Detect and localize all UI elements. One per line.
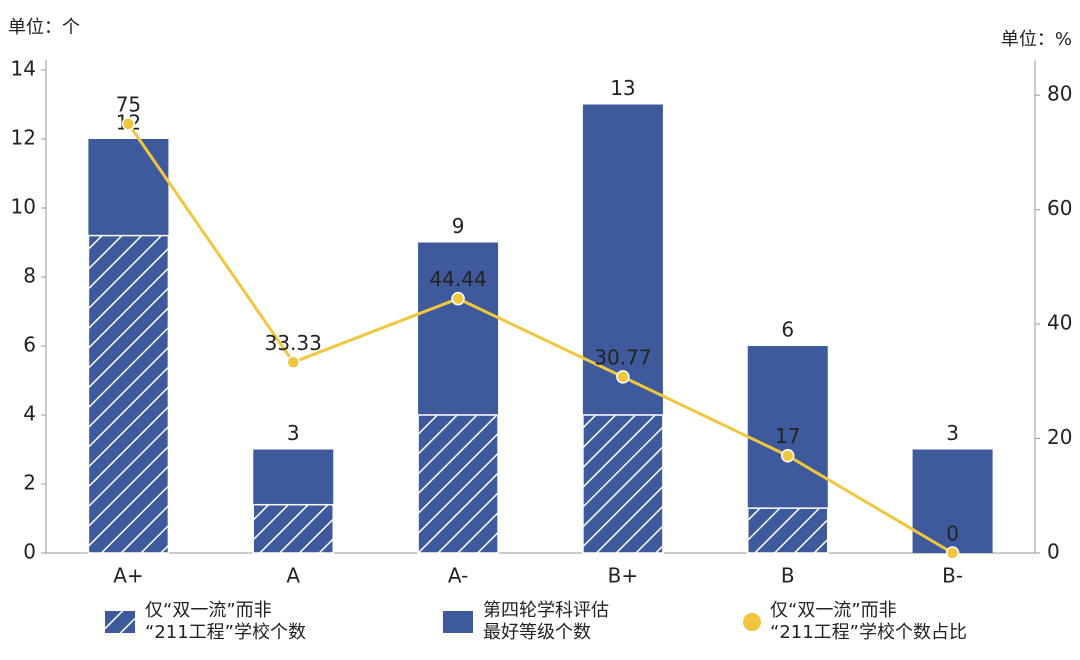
line-label: 44.44 — [429, 267, 486, 291]
hatched-bar — [582, 414, 664, 554]
x-tick-label: B+ — [608, 564, 638, 588]
legend-swatch — [743, 613, 761, 631]
line-label: 0 — [946, 522, 959, 546]
legend-swatch — [105, 611, 135, 633]
line-label: 75 — [116, 92, 141, 116]
line-point — [121, 117, 136, 131]
y2-tick-label: 40 — [1047, 311, 1072, 335]
hatched-bar — [252, 503, 334, 554]
x-tick-label: B- — [942, 564, 963, 588]
y-tick-label: 10 — [11, 195, 36, 219]
hatched-bar — [87, 234, 170, 554]
bar-label: 6 — [781, 318, 794, 342]
y-tick-label: 0 — [23, 540, 36, 564]
bar-label: 9 — [452, 214, 465, 238]
line-label: 33.33 — [265, 331, 322, 355]
line-label: 30.77 — [594, 345, 651, 369]
legend-label: 仅“双一流”而非“211工程”学校个数占比 — [770, 600, 967, 643]
bar-label: 13 — [610, 76, 635, 100]
line-point — [781, 448, 795, 463]
line-point — [945, 546, 960, 560]
y2-tick-label: 0 — [1047, 540, 1060, 564]
y2-tick-label: 20 — [1047, 425, 1072, 449]
y-tick-label: 8 — [23, 264, 36, 288]
legend-label: 第四轮学科评估最好等级个数 — [483, 600, 609, 643]
bar-label: 3 — [287, 421, 300, 445]
y-tick-label: 12 — [11, 126, 36, 150]
legend-label: 仅“双一流”而非“211工程”学校个数 — [145, 600, 306, 643]
y2-unit: 单位：% — [1001, 29, 1072, 50]
line-label: 17 — [775, 424, 800, 448]
hatched-bar — [417, 414, 499, 554]
line-point — [616, 370, 630, 384]
y-tick-label: 4 — [23, 402, 36, 426]
hatched-bar — [747, 507, 829, 554]
y-tick-label: 6 — [23, 333, 36, 357]
y-unit: 单位：个 — [8, 17, 80, 38]
legend-swatch — [443, 611, 473, 633]
y2-tick-label: 80 — [1047, 82, 1072, 106]
line — [127, 122, 954, 555]
bar-label: 3 — [946, 421, 959, 445]
x-tick-label: A+ — [113, 564, 143, 588]
y2-tick-label: 60 — [1047, 196, 1072, 220]
line-point — [286, 355, 300, 370]
x-tick-label: A- — [448, 564, 468, 588]
x-tick-label: B — [781, 564, 795, 588]
x-tick-label: A — [286, 564, 300, 588]
line-point — [451, 291, 465, 306]
y-tick-label: 2 — [23, 471, 36, 495]
y-tick-label: 14 — [11, 57, 36, 81]
